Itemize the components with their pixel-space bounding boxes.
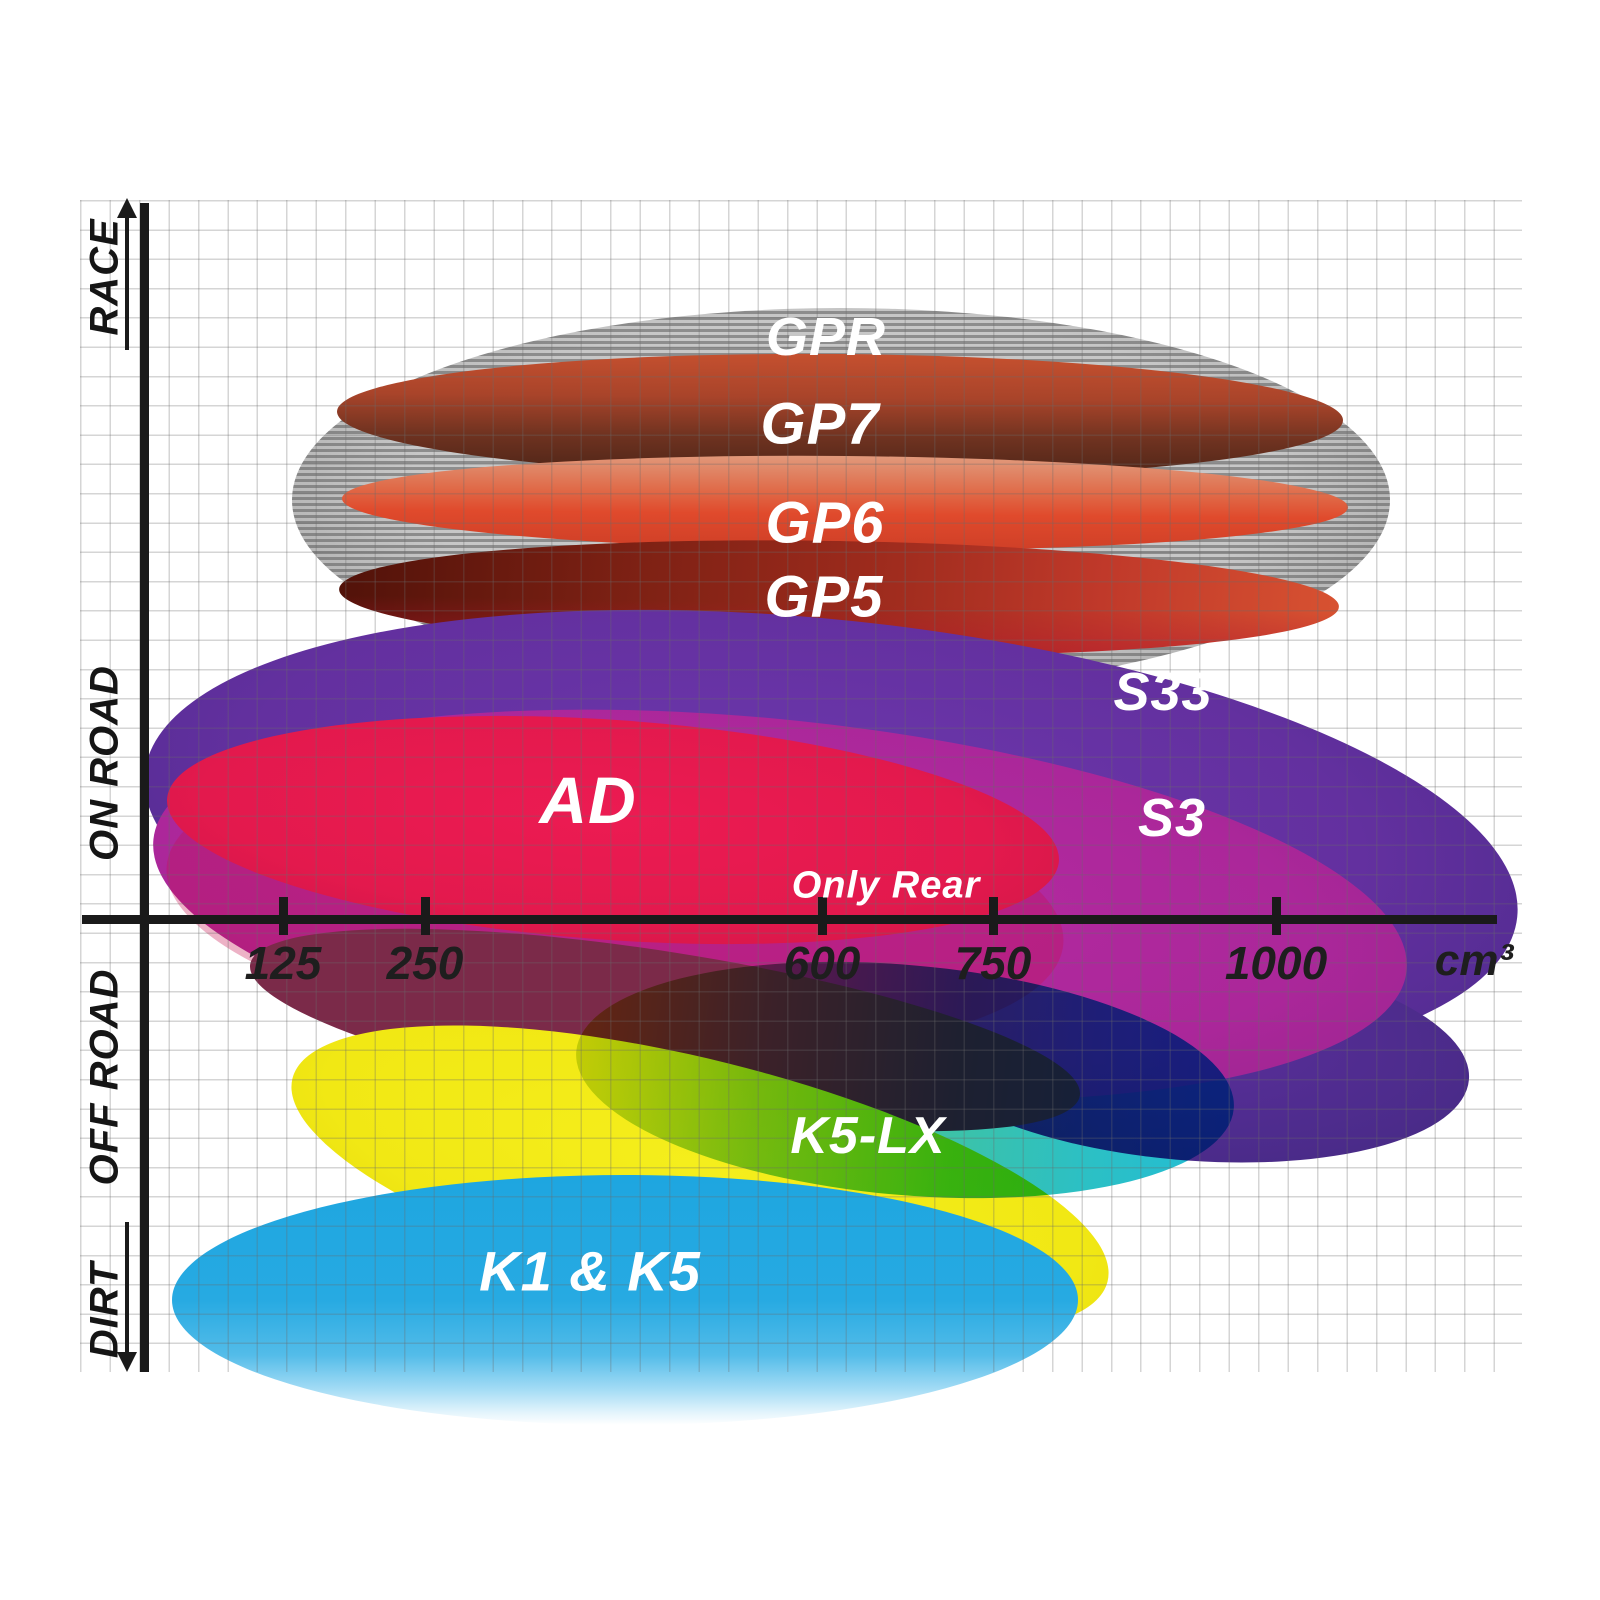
label-gp6: GP6 bbox=[765, 490, 885, 556]
y-category-on-road: ON ROAD bbox=[82, 665, 127, 861]
label-gp7: GP7 bbox=[760, 391, 880, 457]
tick-1000 bbox=[1272, 897, 1281, 935]
x-axis-unit-label: cm³ bbox=[1434, 936, 1514, 985]
tick-label-1000: 1000 bbox=[1224, 937, 1328, 989]
label-s3: S3 bbox=[1137, 788, 1207, 848]
zone-k1k5-ellipse bbox=[172, 1175, 1078, 1425]
y-category-off-road: OFF ROAD bbox=[82, 968, 127, 1186]
tick-label-600: 600 bbox=[783, 937, 861, 989]
y-category-race: RACE bbox=[82, 218, 127, 336]
y-category-dirt: DIRT bbox=[82, 1261, 127, 1359]
label-ad: AD bbox=[539, 763, 637, 837]
dirt-arrow-down-icon bbox=[117, 1352, 137, 1372]
dirt-arrow-line bbox=[125, 1222, 129, 1356]
tick-750 bbox=[989, 897, 998, 935]
tick-600 bbox=[818, 897, 827, 935]
label-only-rear: Only Rear bbox=[791, 864, 981, 907]
tick-125 bbox=[279, 897, 288, 935]
label-gpr: GPR bbox=[765, 307, 887, 367]
race-arrow-line bbox=[125, 216, 129, 350]
label-k5lx: K5-LX bbox=[790, 1107, 946, 1165]
tick-label-125: 125 bbox=[244, 937, 322, 989]
race-arrow-up-icon bbox=[117, 198, 137, 218]
y-axis-line bbox=[140, 203, 149, 1372]
tick-label-250: 250 bbox=[386, 937, 464, 989]
x-axis-line bbox=[82, 915, 1497, 924]
label-gp5: GP5 bbox=[764, 564, 884, 630]
tick-label-750: 750 bbox=[954, 937, 1032, 989]
label-k1k5: K1 & K5 bbox=[479, 1239, 701, 1303]
label-s33: S33 bbox=[1113, 662, 1213, 722]
tick-250 bbox=[421, 897, 430, 935]
